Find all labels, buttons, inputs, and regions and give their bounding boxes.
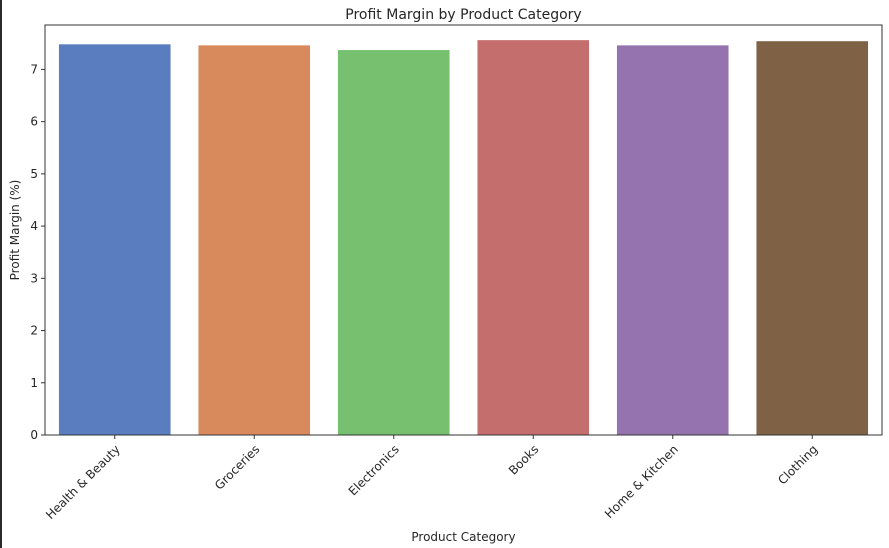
bar-electronics [337,50,450,435]
y-tick-label: 4 [30,219,38,233]
y-tick-label: 0 [30,428,38,442]
y-tick-label: 2 [30,324,38,338]
x-tick-label: Clothing [775,442,820,487]
y-tick-label: 5 [30,167,38,181]
y-axis-label: Profit Margin (%) [8,180,22,281]
x-axis-label: Product Category [411,530,515,544]
y-tick-label: 3 [30,271,38,285]
bar-clothing [756,41,869,436]
y-tick-label: 1 [30,376,38,390]
x-tick-label: Health & Beauty [43,442,123,522]
window-left-border [0,0,2,548]
chart-title: Profit Margin by Product Category [345,7,581,23]
y-tick-label: 6 [30,115,38,129]
bars-layer [58,40,869,436]
x-tick-label: Books [506,442,541,477]
y-tick-label: 7 [30,62,38,76]
bar-health-beauty [58,44,171,436]
x-axis: Health & Beauty Groceries Electronics Books… [43,435,820,522]
x-tick-label: Groceries [212,442,262,492]
bar-home-kitchen [616,45,729,436]
y-axis: 0 1 2 3 4 5 6 7 [30,62,45,442]
bar-books [477,40,590,436]
x-tick-label: Home & Kitchen [602,442,681,521]
x-tick-label: Electronics [346,442,402,498]
bar-groceries [198,45,311,436]
plot-frame [44,24,883,436]
